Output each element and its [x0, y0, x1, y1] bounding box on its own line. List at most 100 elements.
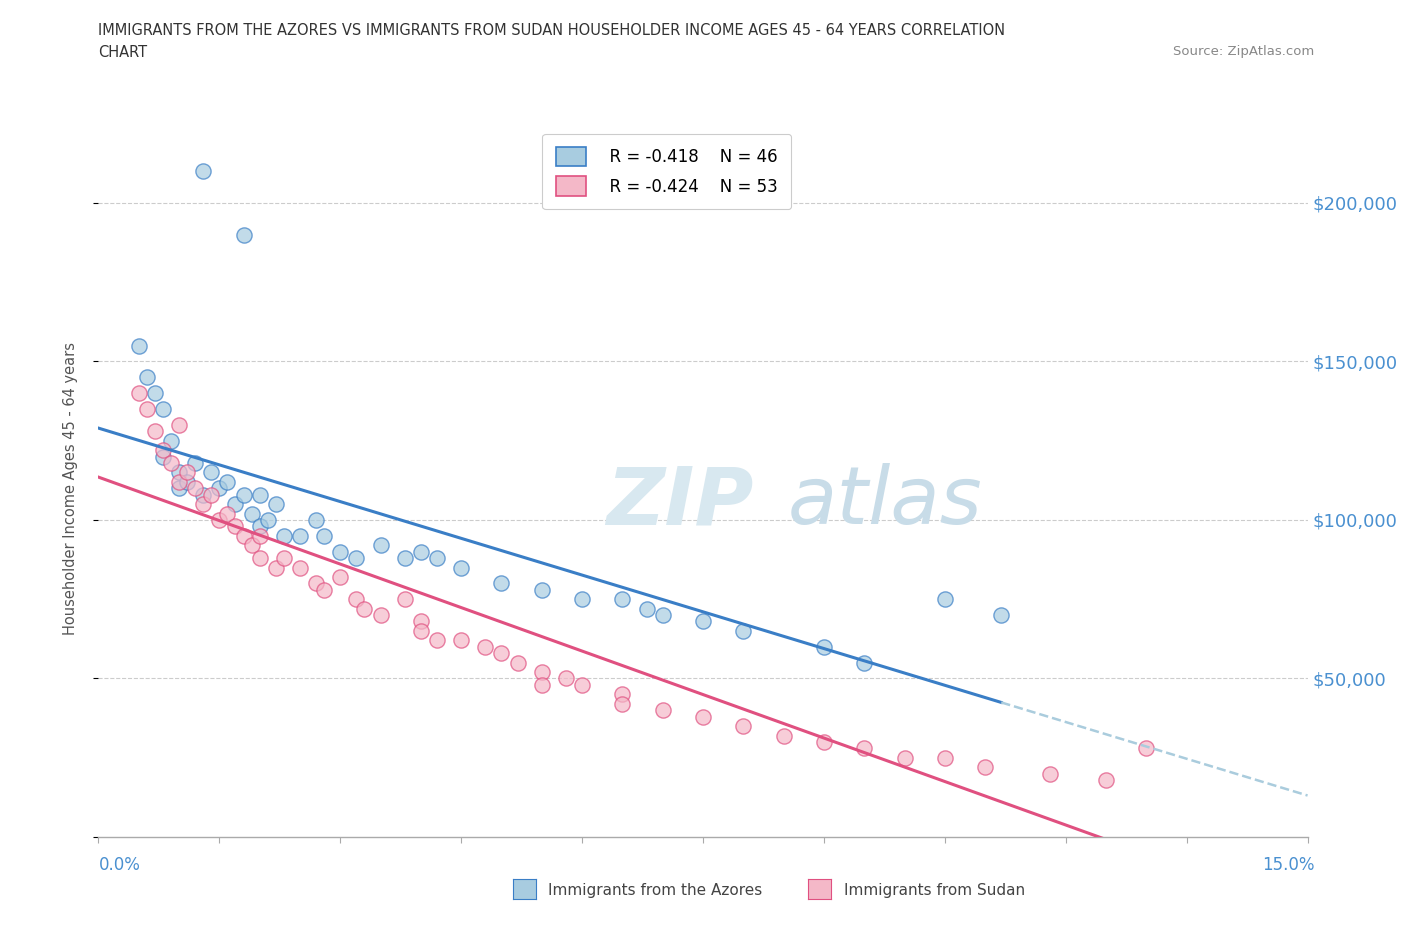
Point — [409, 544, 432, 559]
Text: Immigrants from Sudan: Immigrants from Sudan — [844, 883, 1025, 897]
Point — [370, 607, 392, 622]
Point — [273, 551, 295, 565]
Point — [193, 497, 215, 512]
Point — [450, 560, 472, 575]
Point — [934, 591, 956, 606]
Point — [256, 512, 278, 527]
Point — [249, 551, 271, 565]
Point — [200, 465, 222, 480]
Point — [232, 227, 254, 242]
Point — [224, 497, 246, 512]
Point — [530, 677, 553, 692]
Point — [193, 487, 215, 502]
Point — [1039, 766, 1062, 781]
Point — [160, 456, 183, 471]
Point — [314, 582, 336, 597]
Point — [571, 591, 593, 606]
Point — [329, 544, 352, 559]
Point — [474, 639, 496, 654]
Point — [135, 402, 157, 417]
Point — [571, 677, 593, 692]
Point — [651, 703, 673, 718]
Point — [176, 465, 198, 480]
Y-axis label: Householder Income Ages 45 - 64 years: Householder Income Ages 45 - 64 years — [63, 341, 77, 635]
Point — [240, 506, 263, 521]
Point — [217, 506, 239, 521]
Point — [530, 582, 553, 597]
Text: atlas: atlas — [787, 463, 983, 541]
Point — [772, 728, 794, 743]
Point — [612, 591, 634, 606]
Point — [329, 569, 352, 584]
Point — [305, 512, 328, 527]
Point — [314, 528, 336, 543]
Point — [152, 443, 174, 458]
Point — [733, 719, 755, 734]
Point — [264, 497, 287, 512]
Point — [409, 614, 432, 629]
Text: CHART: CHART — [98, 45, 148, 60]
Point — [288, 560, 311, 575]
Point — [555, 671, 578, 686]
Point — [491, 645, 513, 660]
Point — [128, 386, 150, 401]
Point — [651, 607, 673, 622]
Point — [160, 433, 183, 448]
Point — [733, 623, 755, 638]
Point — [612, 687, 634, 702]
Point — [692, 614, 714, 629]
Point — [974, 760, 997, 775]
Point — [353, 602, 375, 617]
Point — [394, 591, 416, 606]
Point — [394, 551, 416, 565]
Point — [450, 633, 472, 648]
Text: ZIP: ZIP — [606, 463, 754, 541]
Legend:   R = -0.418    N = 46,   R = -0.424    N = 53: R = -0.418 N = 46, R = -0.424 N = 53 — [543, 134, 792, 209]
Point — [409, 623, 432, 638]
Point — [934, 751, 956, 765]
Point — [208, 481, 231, 496]
Point — [249, 519, 271, 534]
Point — [208, 512, 231, 527]
Text: 0.0%: 0.0% — [98, 856, 141, 873]
Point — [240, 538, 263, 552]
Text: IMMIGRANTS FROM THE AZORES VS IMMIGRANTS FROM SUDAN HOUSEHOLDER INCOME AGES 45 -: IMMIGRANTS FROM THE AZORES VS IMMIGRANTS… — [98, 23, 1005, 38]
Point — [344, 591, 367, 606]
Point — [426, 633, 449, 648]
Point — [249, 528, 271, 543]
Point — [167, 465, 190, 480]
Point — [249, 487, 271, 502]
Point — [167, 418, 190, 432]
Point — [232, 528, 254, 543]
Point — [217, 474, 239, 489]
Point — [193, 164, 215, 179]
Point — [152, 449, 174, 464]
Point — [135, 370, 157, 385]
Point — [853, 741, 876, 756]
Point — [426, 551, 449, 565]
Point — [813, 735, 835, 750]
Point — [200, 487, 222, 502]
Point — [184, 456, 207, 471]
Point — [692, 709, 714, 724]
Point — [813, 639, 835, 654]
Point — [264, 560, 287, 575]
Text: Immigrants from the Azores: Immigrants from the Azores — [548, 883, 762, 897]
Text: Source: ZipAtlas.com: Source: ZipAtlas.com — [1174, 45, 1315, 58]
Point — [288, 528, 311, 543]
Point — [305, 576, 328, 591]
Point — [232, 487, 254, 502]
Point — [273, 528, 295, 543]
Point — [344, 551, 367, 565]
Point — [853, 656, 876, 671]
Point — [184, 481, 207, 496]
Point — [893, 751, 915, 765]
Point — [530, 665, 553, 680]
Point — [370, 538, 392, 552]
Point — [176, 474, 198, 489]
Point — [612, 697, 634, 711]
Point — [167, 474, 190, 489]
Text: 15.0%: 15.0% — [1263, 856, 1315, 873]
Point — [491, 576, 513, 591]
Point — [1135, 741, 1157, 756]
